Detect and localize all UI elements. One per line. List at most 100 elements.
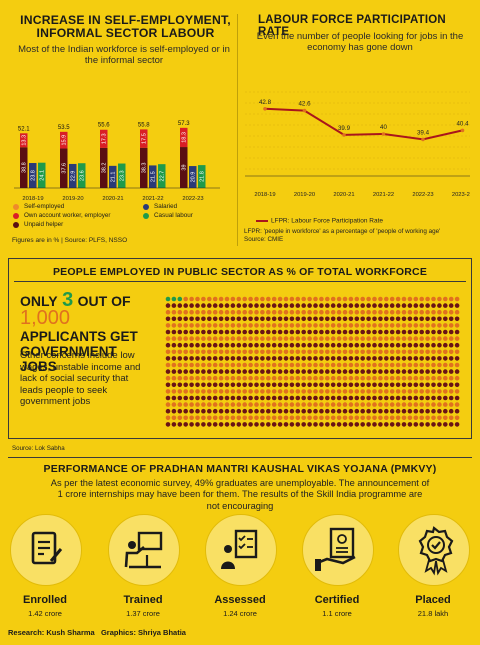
applicant-dot bbox=[230, 408, 236, 414]
applicant-dot bbox=[431, 356, 436, 361]
label-unpaid-helper: 37.6 bbox=[62, 163, 68, 174]
applicant-dot bbox=[271, 415, 277, 421]
applicant-dot bbox=[319, 309, 324, 315]
applicant-dot bbox=[319, 336, 324, 341]
applicant-dot bbox=[177, 309, 183, 315]
applicant-dot bbox=[242, 422, 247, 427]
applicant-dot bbox=[437, 323, 442, 328]
applicant-dot bbox=[431, 303, 436, 308]
applicant-dot bbox=[189, 382, 194, 388]
applicant-dot bbox=[295, 336, 301, 341]
applicant-dot bbox=[372, 303, 377, 308]
applicant-dot bbox=[366, 303, 371, 308]
applicant-dot bbox=[289, 349, 295, 355]
applicant-dot bbox=[207, 349, 212, 355]
line-chart: 42.8 2018-19 42.6 2019-20 39.9 2020-21 40 2021-… bbox=[245, 91, 470, 198]
applicant-dot bbox=[195, 303, 200, 308]
applicant-dot bbox=[183, 323, 188, 328]
applicant-dot bbox=[372, 296, 377, 302]
applicant-dot bbox=[248, 356, 253, 361]
applicant-dot bbox=[454, 369, 460, 374]
applicant-dot bbox=[212, 336, 218, 341]
applicant-dot bbox=[207, 389, 212, 394]
applicant-dot bbox=[189, 402, 194, 407]
applicant-dot bbox=[283, 336, 289, 341]
applicant-dot bbox=[171, 349, 177, 355]
applicant-dot bbox=[437, 408, 442, 414]
legend-item: Own account worker, employer bbox=[13, 212, 110, 219]
applicant-dot bbox=[425, 316, 430, 322]
applicant-dot bbox=[384, 329, 389, 335]
applicant-dot bbox=[177, 375, 183, 381]
applicant-dot bbox=[177, 415, 183, 421]
applicant-dot bbox=[360, 309, 365, 315]
applicant-dot bbox=[372, 422, 377, 427]
applicant-dot bbox=[419, 422, 424, 427]
applicant-dot bbox=[301, 382, 306, 388]
applicant-dot bbox=[419, 375, 424, 381]
applicant-dot bbox=[354, 369, 360, 374]
applicant-dot bbox=[189, 356, 194, 361]
applicant-dot bbox=[301, 375, 306, 381]
applicant-dot bbox=[283, 362, 289, 368]
applicant-dot bbox=[366, 309, 371, 315]
applicant-dot bbox=[319, 342, 324, 348]
applicant-dot bbox=[378, 395, 383, 401]
x-tick-label: 2020-21 bbox=[333, 192, 354, 198]
applicant-dot bbox=[189, 408, 194, 414]
applicant-dot bbox=[218, 336, 224, 341]
applicant-dot bbox=[254, 362, 259, 368]
applicant-dot bbox=[407, 422, 413, 427]
applicant-dot bbox=[248, 329, 253, 335]
applicant-dot bbox=[448, 375, 454, 381]
applicant-dot bbox=[301, 422, 306, 427]
applicant-dot bbox=[248, 323, 253, 328]
applicant-dot bbox=[177, 303, 183, 308]
public-sector-body: Other concerns include low wages, unstab… bbox=[20, 350, 141, 408]
applicant-dot bbox=[378, 408, 383, 414]
applicant-dot bbox=[165, 336, 171, 341]
applicant-dot bbox=[195, 329, 200, 335]
applicant-dot bbox=[313, 349, 318, 355]
applicant-dot bbox=[254, 323, 259, 328]
applicant-dot bbox=[325, 422, 330, 427]
applicant-dot bbox=[395, 316, 401, 322]
label-self-employed: 55.6 bbox=[98, 123, 110, 129]
applicant-dot bbox=[271, 382, 277, 388]
applicant-dot bbox=[366, 342, 371, 348]
applicant-dot bbox=[313, 422, 318, 427]
label-unpaid-helper: 38.3 bbox=[142, 163, 148, 174]
line-legend-swatch bbox=[256, 219, 268, 222]
applicant-dot bbox=[354, 408, 360, 414]
applicant-dot bbox=[437, 382, 442, 388]
applicant-dot bbox=[171, 408, 177, 414]
applicant-dot bbox=[283, 309, 289, 315]
applicant-dot bbox=[395, 329, 401, 335]
applicant-dot bbox=[437, 309, 442, 315]
x-tick-label: 2022-23 bbox=[182, 196, 203, 202]
applicant-dot bbox=[289, 303, 295, 308]
lfpr-value-label: 39.4 bbox=[417, 129, 430, 136]
applicant-dot bbox=[342, 382, 348, 388]
applicant-dot bbox=[195, 422, 200, 427]
applicant-dot bbox=[354, 402, 360, 407]
bar-value-label: 23.3 bbox=[120, 170, 126, 181]
applicant-dot bbox=[419, 316, 424, 322]
applicant-dot bbox=[295, 402, 301, 407]
applicant-dot bbox=[425, 342, 430, 348]
applicant-dot bbox=[277, 395, 283, 401]
stat-value: 1.1 crore bbox=[322, 609, 352, 618]
applicant-dot bbox=[277, 329, 283, 335]
lfpr-point bbox=[342, 133, 346, 137]
applicant-dot bbox=[183, 362, 188, 368]
applicant-dot bbox=[443, 349, 448, 355]
applicant-dot bbox=[212, 342, 218, 348]
applicant-dot bbox=[431, 375, 436, 381]
applicant-dot bbox=[289, 382, 295, 388]
applicant-dot bbox=[301, 356, 306, 361]
applicant-dot bbox=[325, 389, 330, 394]
applicant-dot bbox=[183, 329, 188, 335]
applicant-dot bbox=[313, 362, 318, 368]
applicant-dot bbox=[448, 309, 454, 315]
applicant-dot bbox=[366, 369, 371, 374]
